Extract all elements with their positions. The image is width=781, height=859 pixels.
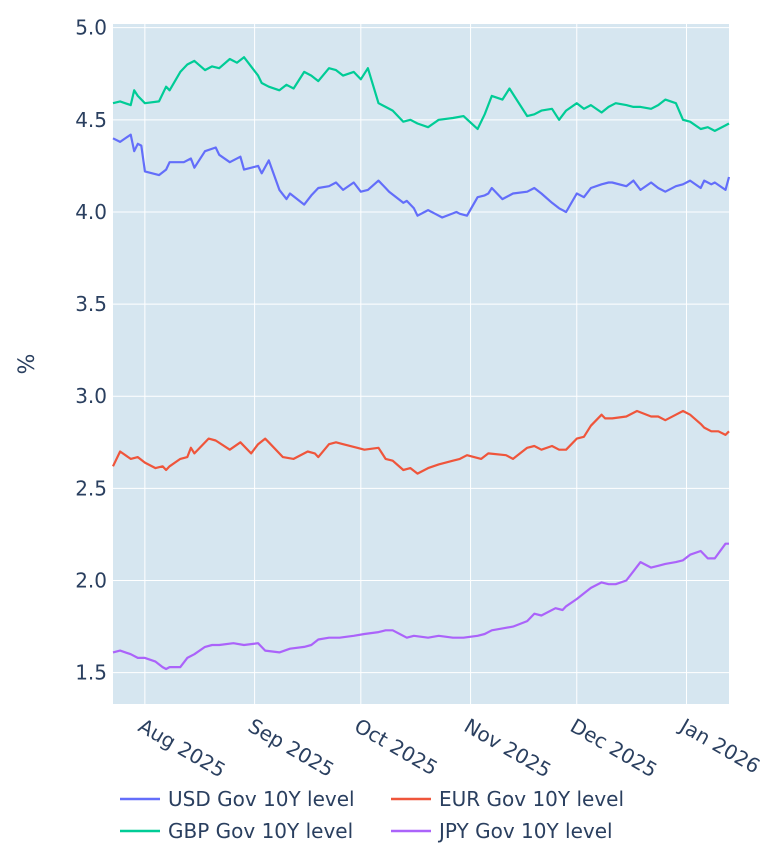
series-lines [112, 56, 731, 671]
legend-label: GBP Gov 10Y level [168, 819, 353, 843]
x-tick-label: Aug 2025 [134, 714, 229, 783]
y-axis-title: % [15, 354, 40, 375]
y-axis-ticks: 1.5 2.0 2.5 3.0 3.5 4.0 4.5 5.0 [75, 16, 107, 685]
legend: USD Gov 10Y level EUR Gov 10Y level GBP Go… [120, 787, 624, 843]
legend-label: JPY Gov 10Y level [437, 819, 613, 843]
y-tick-label: 4.0 [75, 200, 107, 224]
gridlines [113, 24, 729, 704]
plot-area [113, 24, 729, 704]
x-tick-label: Nov 2025 [460, 714, 555, 783]
x-axis-ticks: Aug 2025 Sep 2025 Oct 2025 Nov 2025 Dec 2025… [134, 713, 764, 783]
x-tick-label: Jan 2026 [674, 713, 764, 779]
legend-label: EUR Gov 10Y level [439, 787, 624, 811]
y-tick-label: 3.0 [75, 384, 107, 408]
series-line [112, 409, 730, 475]
x-tick-label: Oct 2025 [350, 714, 442, 781]
y-tick-label: 4.5 [75, 108, 107, 132]
y-tick-label: 1.5 [75, 661, 107, 685]
series-line [112, 56, 730, 132]
y-tick-label: 3.5 [75, 292, 107, 316]
series-line [112, 133, 731, 219]
y-tick-label: 2.0 [75, 569, 107, 593]
y-tick-label: 2.5 [75, 476, 107, 500]
y-tick-label: 5.0 [75, 16, 107, 40]
legend-label: USD Gov 10Y level [168, 787, 355, 811]
x-tick-label: Dec 2025 [566, 714, 661, 783]
series-line [112, 542, 729, 671]
x-tick-label: Sep 2025 [244, 714, 338, 782]
